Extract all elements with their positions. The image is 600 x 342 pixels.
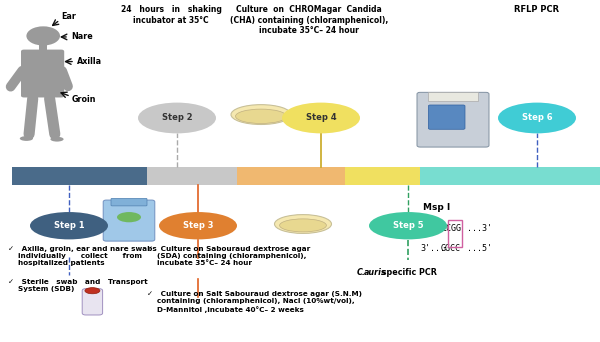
Text: Msp I: Msp I [423, 203, 450, 212]
Text: ✓   Axilla, groin, ear and nare swabs
    individually      collect      from
  : ✓ Axilla, groin, ear and nare swabs indi… [8, 246, 157, 266]
Text: C.: C. [357, 268, 366, 277]
Ellipse shape [231, 105, 291, 124]
FancyArrowPatch shape [11, 71, 22, 87]
Ellipse shape [20, 136, 33, 141]
Ellipse shape [282, 103, 360, 133]
Ellipse shape [85, 288, 100, 294]
FancyBboxPatch shape [428, 92, 478, 101]
FancyBboxPatch shape [417, 92, 489, 147]
Text: Step 4: Step 4 [305, 114, 337, 122]
Text: 5'...: 5'... [420, 224, 445, 233]
Text: GGCC: GGCC [441, 244, 461, 252]
Bar [147, 167, 237, 185]
Text: Step 6: Step 6 [521, 114, 553, 122]
Ellipse shape [138, 103, 216, 133]
Text: ✓   Sterile   swab   and   Transport
    System (SDB): ✓ Sterile swab and Transport System (SDB… [8, 279, 148, 292]
Circle shape [26, 26, 60, 45]
Text: Culture  on  CHROMagar  Candida
(CHA) containing (chloramphenicol),
incubate 35°: Culture on CHROMagar Candida (CHA) conta… [230, 5, 388, 35]
FancyBboxPatch shape [111, 198, 147, 206]
Text: RFLP PCR: RFLP PCR [514, 5, 560, 14]
Text: CCGG: CCGG [441, 224, 461, 233]
Text: Groin: Groin [72, 95, 97, 104]
Ellipse shape [235, 109, 287, 123]
Text: specific PCR: specific PCR [379, 268, 437, 277]
FancyBboxPatch shape [39, 45, 47, 53]
Text: ✓   Culture on Sabouraud dextrose agar
    (SDA) containing (chloramphenicol),
 : ✓ Culture on Sabouraud dextrose agar (SD… [147, 246, 310, 266]
FancyArrowPatch shape [29, 98, 33, 134]
Text: Step 5: Step 5 [392, 221, 424, 230]
Ellipse shape [30, 212, 108, 239]
Text: Axilla: Axilla [77, 57, 102, 66]
Ellipse shape [275, 215, 331, 234]
Ellipse shape [50, 137, 64, 142]
Ellipse shape [117, 212, 141, 222]
Text: 3'...: 3'... [420, 244, 445, 252]
Text: ✓   Culture on Salt Sabouraud dextrose agar (S.N.M)
    containing (chlorampheni: ✓ Culture on Salt Sabouraud dextrose aga… [147, 291, 362, 313]
Text: Step 3: Step 3 [183, 221, 213, 230]
FancyBboxPatch shape [428, 105, 465, 129]
Bar [420, 167, 600, 185]
Bar [237, 167, 345, 185]
Bar [12, 167, 147, 185]
Text: Nare: Nare [71, 32, 92, 41]
Text: ...5': ...5' [467, 244, 492, 252]
Bar [345, 167, 420, 185]
Text: Step 2: Step 2 [161, 114, 193, 122]
Text: Step 1: Step 1 [53, 221, 85, 230]
Ellipse shape [498, 103, 576, 133]
Ellipse shape [369, 212, 447, 239]
Ellipse shape [280, 219, 326, 232]
Text: auris: auris [364, 268, 387, 277]
Ellipse shape [159, 212, 237, 239]
FancyBboxPatch shape [21, 50, 64, 97]
FancyArrowPatch shape [50, 98, 55, 134]
FancyArrowPatch shape [62, 71, 68, 86]
Text: 24   hours   in   shaking
incubator at 35°C: 24 hours in shaking incubator at 35°C [121, 5, 221, 25]
FancyBboxPatch shape [82, 289, 103, 315]
Text: Ear: Ear [61, 12, 76, 21]
FancyBboxPatch shape [103, 200, 155, 241]
Text: ...3': ...3' [467, 224, 492, 233]
